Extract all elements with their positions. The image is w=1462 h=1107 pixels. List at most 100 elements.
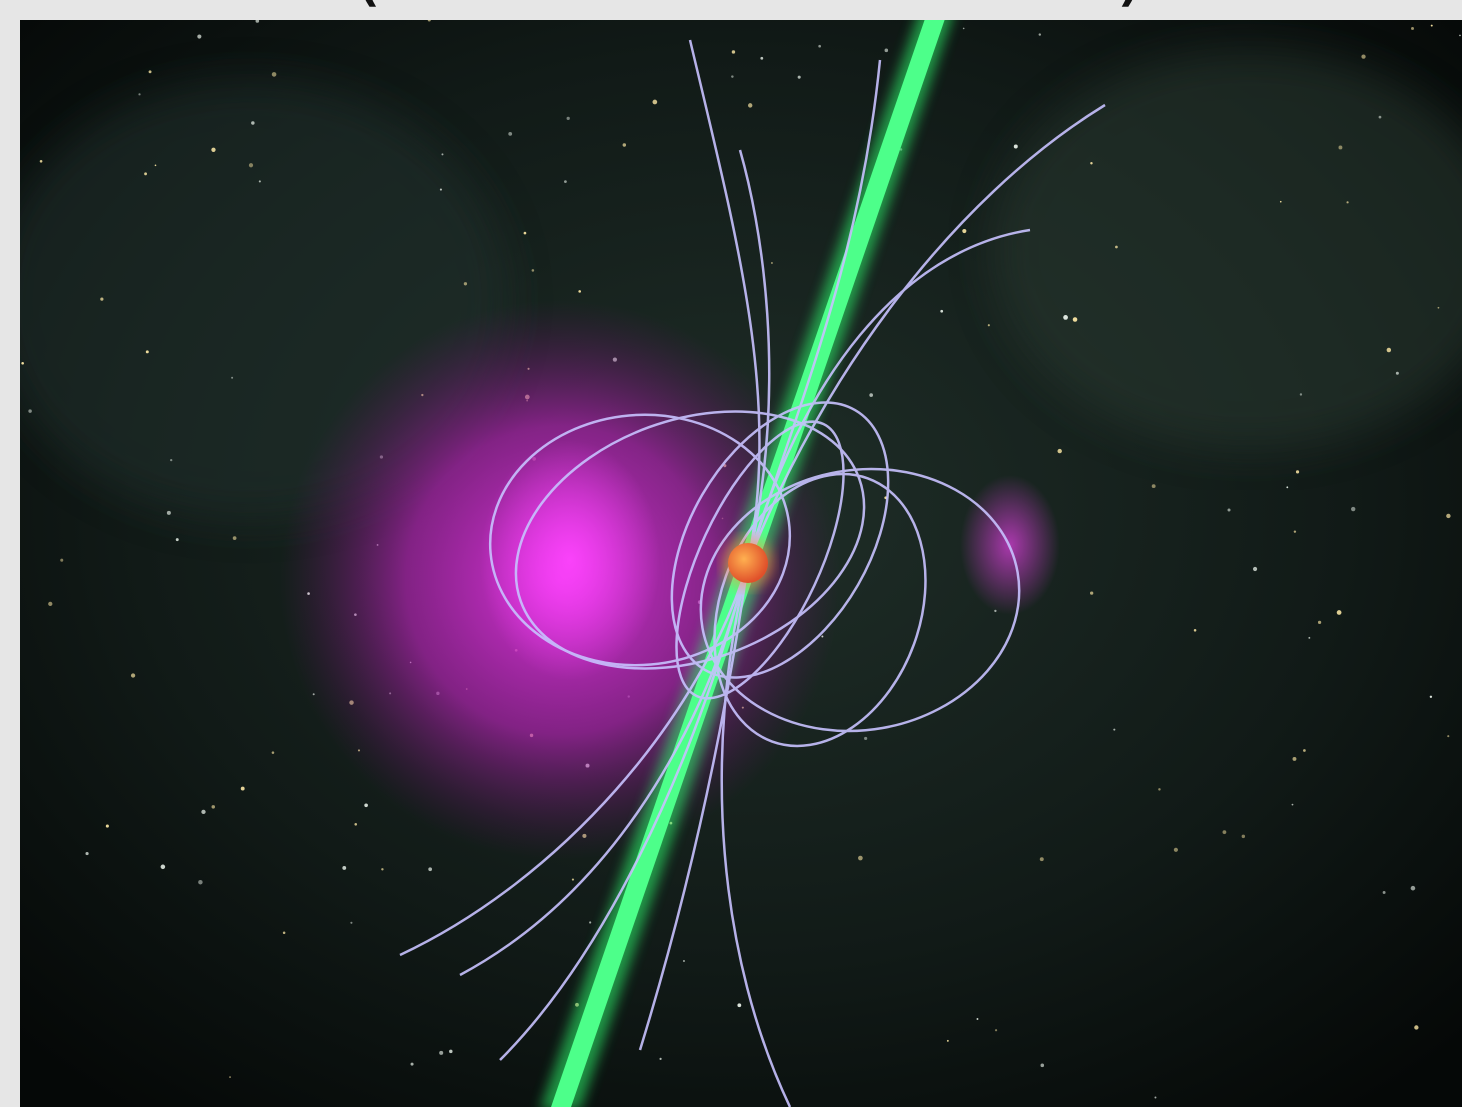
star-dot: [39, 159, 43, 163]
star-dot: [1308, 636, 1311, 639]
star-dot: [1039, 857, 1044, 862]
star-dot: [229, 1076, 231, 1078]
star-dot: [1291, 803, 1294, 806]
star-dot: [130, 673, 136, 678]
star-dot: [760, 56, 764, 60]
star-dot: [659, 1057, 662, 1060]
star-dot: [427, 20, 431, 22]
star-dot: [1293, 530, 1297, 533]
star-dot: [940, 309, 944, 313]
star-dot: [439, 1050, 444, 1055]
star-dot: [747, 103, 753, 108]
star-dot: [232, 536, 237, 540]
star-dot: [1430, 24, 1433, 27]
star-dot: [1446, 513, 1451, 519]
star-dot: [198, 879, 203, 885]
star-dot: [1410, 885, 1416, 891]
star-dot: [381, 868, 384, 871]
star-dot: [869, 393, 873, 397]
star-dot: [1414, 1025, 1419, 1030]
star-dot: [60, 558, 64, 562]
star-dot: [441, 153, 444, 156]
star-dot: [1279, 200, 1282, 203]
pulsar-image: [20, 20, 1462, 1107]
star-dot: [731, 75, 734, 78]
star-dot: [962, 228, 967, 234]
star-dot: [148, 70, 152, 74]
star-dot: [578, 290, 581, 293]
star-dot: [566, 116, 570, 120]
star-dot: [1292, 756, 1297, 761]
star-dot: [439, 188, 442, 191]
star-dot: [1222, 830, 1227, 835]
star-dot: [138, 93, 141, 96]
star-dot: [987, 324, 990, 327]
star-dot: [994, 1029, 998, 1032]
star-dot: [105, 824, 109, 828]
star-dot: [1395, 371, 1399, 375]
star-dot: [884, 48, 889, 53]
magenta-core: [480, 440, 660, 680]
star-dot: [962, 27, 965, 30]
star-dot: [1411, 26, 1414, 30]
star-dot: [48, 601, 53, 606]
star-dot: [1063, 315, 1068, 320]
star-dot: [508, 131, 513, 136]
star-dot: [145, 350, 149, 354]
star-dot: [21, 361, 24, 365]
star-dot: [564, 180, 567, 184]
star-dot: [1113, 728, 1116, 731]
star-dot: [160, 864, 166, 870]
star-dot: [197, 34, 202, 39]
star-dot: [1346, 201, 1349, 204]
star-dot: [818, 44, 821, 48]
star-dot: [1299, 393, 1303, 396]
star-dot: [282, 931, 286, 935]
star-dot: [1382, 890, 1386, 894]
star-dot: [100, 297, 104, 301]
star-dot: [1459, 34, 1461, 37]
star-dot: [682, 960, 685, 962]
star-dot: [1241, 834, 1246, 839]
star-dot: [240, 786, 245, 791]
star-dot: [144, 172, 147, 176]
star-dot: [1090, 591, 1094, 595]
star-dot: [622, 143, 627, 147]
star-dot: [523, 231, 527, 235]
star-dot: [1378, 115, 1382, 119]
star-dot: [463, 282, 468, 286]
star-dot: [1173, 847, 1178, 852]
star-dot: [154, 164, 157, 167]
star-dot: [1336, 610, 1342, 615]
star-dot: [1227, 508, 1231, 512]
star-dot: [1057, 448, 1062, 454]
star-dot: [797, 75, 801, 79]
star-dot: [350, 921, 353, 924]
star-dot: [1286, 486, 1289, 489]
star-dot: [342, 866, 347, 870]
star-dot: [166, 510, 171, 515]
star-dot: [652, 99, 658, 105]
star-dot: [1038, 33, 1041, 36]
star-dot: [1429, 695, 1433, 698]
star-dot: [1317, 620, 1322, 625]
title-fragment: ): [1115, 0, 1148, 16]
star-dot: [589, 921, 592, 924]
star-dot: [170, 458, 173, 462]
star-dot: [737, 1003, 742, 1008]
star-dot: [864, 736, 868, 741]
star-dot: [248, 163, 254, 168]
nebula: [990, 50, 1462, 450]
star-dot: [271, 751, 275, 754]
star-dot: [231, 376, 234, 379]
star-dot: [201, 809, 206, 815]
star-dot: [410, 1062, 414, 1066]
star-dot: [175, 538, 179, 542]
star-dot: [1040, 1063, 1045, 1068]
star-dot: [85, 851, 89, 856]
star-dot: [946, 1039, 949, 1042]
star-dot: [1437, 306, 1440, 309]
star-dot: [364, 803, 368, 808]
